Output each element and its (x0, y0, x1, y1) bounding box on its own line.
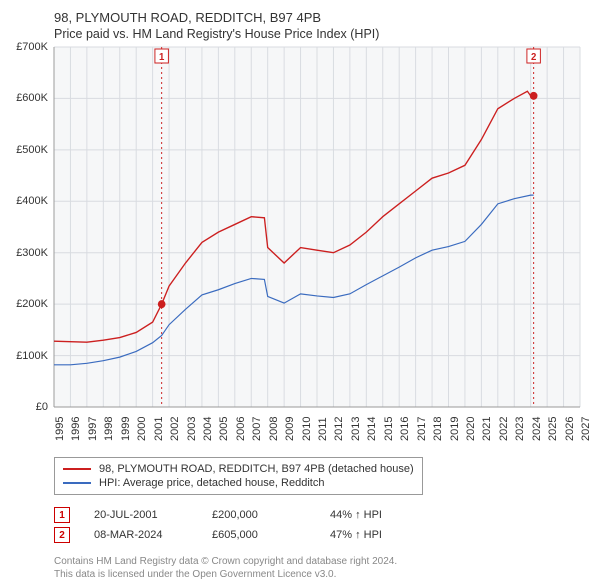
x-axis-labels: 1995 1996 1997 1998 1999 2000 2001 2002 2003 2004… (54, 407, 580, 447)
x-tick-label: 2005 (218, 417, 230, 441)
chart-svg: 12 (54, 47, 580, 407)
x-tick-label: 2006 (235, 417, 247, 441)
x-tick-label: 2016 (399, 417, 411, 441)
x-tick-label: 1999 (120, 417, 132, 441)
x-tick-label: 2010 (301, 417, 313, 441)
x-tick-label: 2002 (169, 417, 181, 441)
x-tick-label: 1998 (103, 417, 115, 441)
footer-line: This data is licensed under the Open Gov… (54, 568, 590, 581)
marker-price: £200,000 (212, 509, 306, 521)
x-tick-label: 2003 (186, 417, 198, 441)
marker-badge: 1 (54, 507, 70, 523)
x-tick-label: 2021 (481, 417, 493, 441)
marker-row: 2 08-MAR-2024 £605,000 47% ↑ HPI (54, 525, 590, 545)
x-tick-label: 2000 (136, 417, 148, 441)
page-title: 98, PLYMOUTH ROAD, REDDITCH, B97 4PB (54, 10, 590, 25)
marker-pct: 47% ↑ HPI (330, 529, 424, 541)
legend-label: HPI: Average price, detached house, Redd… (99, 477, 324, 489)
markers-table: 1 20-JUL-2001 £200,000 44% ↑ HPI 2 08-MA… (54, 505, 590, 545)
x-tick-label: 2001 (153, 417, 165, 441)
x-tick-label: 2026 (564, 417, 576, 441)
legend-row: HPI: Average price, detached house, Redd… (63, 476, 414, 490)
marker-row: 1 20-JUL-2001 £200,000 44% ↑ HPI (54, 505, 590, 525)
legend-swatch (63, 468, 91, 470)
x-tick-label: 2024 (531, 417, 543, 441)
y-tick-label: £500K (16, 144, 48, 156)
marker-date: 20-JUL-2001 (94, 509, 188, 521)
x-tick-label: 2014 (366, 417, 378, 441)
footer: Contains HM Land Registry data © Crown c… (54, 555, 590, 581)
x-tick-label: 1996 (70, 417, 82, 441)
legend: 98, PLYMOUTH ROAD, REDDITCH, B97 4PB (de… (54, 457, 423, 495)
chart: £0£100K£200K£300K£400K£500K£600K£700K 12… (54, 47, 580, 407)
x-tick-label: 1997 (87, 417, 99, 441)
marker-price: £605,000 (212, 529, 306, 541)
y-tick-label: £0 (36, 401, 48, 413)
legend-row: 98, PLYMOUTH ROAD, REDDITCH, B97 4PB (de… (63, 462, 414, 476)
x-tick-label: 2019 (449, 417, 461, 441)
title-block: 98, PLYMOUTH ROAD, REDDITCH, B97 4PB Pri… (54, 10, 590, 41)
y-tick-label: £200K (16, 298, 48, 310)
page-subtitle: Price paid vs. HM Land Registry's House … (54, 27, 590, 41)
marker-date: 08-MAR-2024 (94, 529, 188, 541)
x-tick-label: 1995 (54, 417, 66, 441)
x-tick-label: 2025 (547, 417, 559, 441)
y-tick-label: £600K (16, 92, 48, 104)
legend-swatch (63, 482, 91, 484)
y-tick-label: £400K (16, 195, 48, 207)
x-tick-label: 2023 (514, 417, 526, 441)
x-tick-label: 2012 (333, 417, 345, 441)
x-tick-label: 2009 (284, 417, 296, 441)
marker-badge: 2 (54, 527, 70, 543)
marker-pct: 44% ↑ HPI (330, 509, 424, 521)
x-tick-label: 2011 (317, 417, 329, 441)
y-tick-label: £100K (16, 350, 48, 362)
y-tick-label: £300K (16, 247, 48, 259)
y-axis-labels: £0£100K£200K£300K£400K£500K£600K£700K (10, 47, 50, 407)
x-tick-label: 2015 (383, 417, 395, 441)
x-tick-label: 2017 (416, 417, 428, 441)
x-tick-label: 2013 (350, 417, 362, 441)
svg-text:1: 1 (159, 52, 165, 63)
x-tick-label: 2004 (202, 417, 214, 441)
svg-text:2: 2 (531, 52, 537, 63)
x-tick-label: 2020 (465, 417, 477, 441)
y-tick-label: £700K (16, 41, 48, 53)
legend-label: 98, PLYMOUTH ROAD, REDDITCH, B97 4PB (de… (99, 463, 414, 475)
x-tick-label: 2008 (268, 417, 280, 441)
footer-line: Contains HM Land Registry data © Crown c… (54, 555, 590, 568)
x-tick-label: 2007 (251, 417, 263, 441)
x-tick-label: 2027 (580, 417, 592, 441)
x-tick-label: 2022 (498, 417, 510, 441)
x-tick-label: 2018 (432, 417, 444, 441)
